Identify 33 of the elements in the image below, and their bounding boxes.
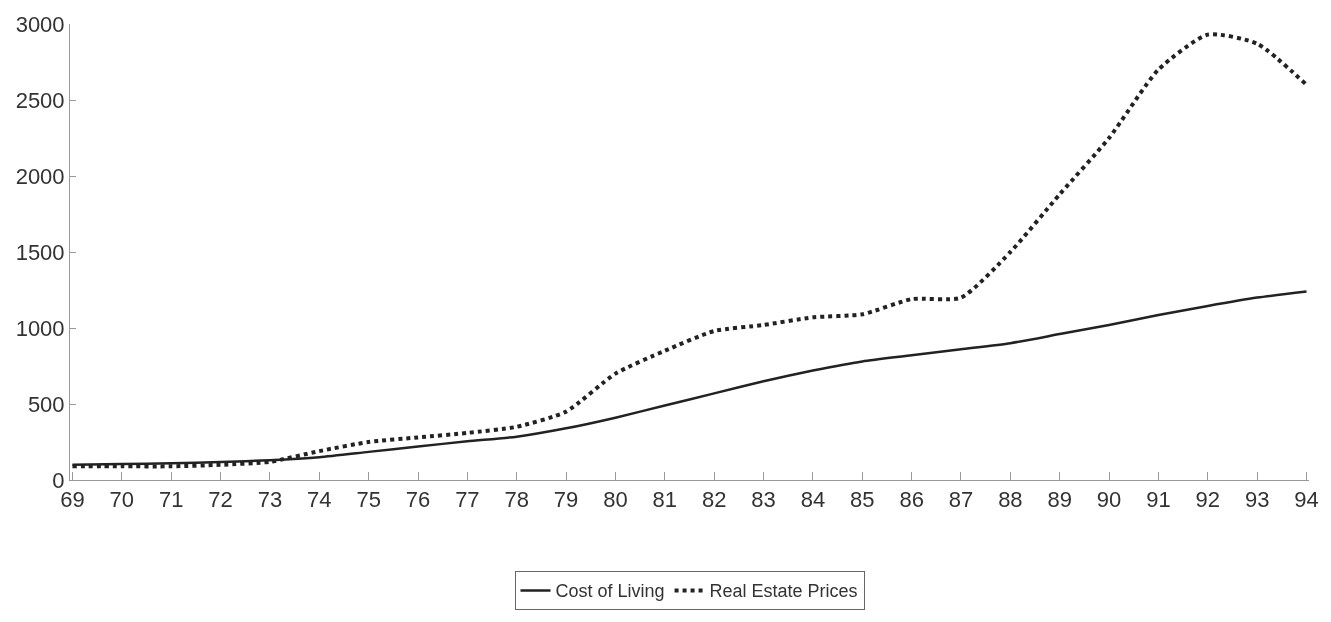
x-tick-label: 94 — [1294, 487, 1319, 513]
legend-label: Cost of Living — [555, 581, 665, 602]
y-tick-label: 2000 — [15, 163, 65, 189]
y-tick-label: 2500 — [15, 87, 65, 113]
legend-label: Real Estate Prices — [709, 581, 858, 602]
x-tick-label: 74 — [307, 487, 332, 513]
x-tick-label: 75 — [356, 487, 381, 513]
x-tick-label: 81 — [652, 487, 678, 513]
x-tick-label: 76 — [405, 487, 431, 513]
x-tick-label: 80 — [603, 487, 628, 513]
x-tick-label: 89 — [1047, 487, 1072, 513]
y-tick-label: 1000 — [15, 315, 65, 341]
x-tick-label: 82 — [701, 487, 727, 513]
x-tick-label: 91 — [1146, 487, 1171, 513]
x-tick-label: 70 — [109, 487, 135, 513]
x-tick-label: 72 — [208, 487, 233, 513]
x-tick-label: 79 — [553, 487, 579, 513]
x-tick-label: 88 — [998, 487, 1023, 513]
y-tick-label: 500 — [27, 391, 65, 417]
x-tick-label: 83 — [751, 487, 776, 513]
y-tick-label: 1500 — [15, 239, 65, 265]
x-tick-label: 92 — [1195, 487, 1221, 513]
x-tick-label: 90 — [1096, 487, 1122, 513]
x-tick-label: 84 — [800, 487, 826, 513]
x-tick-label: 93 — [1244, 487, 1270, 513]
x-tick-label: 78 — [504, 487, 529, 513]
x-tick-label: 86 — [899, 487, 924, 513]
x-tick-label: 87 — [948, 487, 974, 513]
y-tick-label: 3000 — [15, 11, 65, 37]
x-tick-label: 71 — [158, 487, 184, 513]
x-tick-label: 85 — [850, 487, 875, 513]
x-tick-label: 77 — [455, 487, 480, 513]
x-tick-label: 73 — [257, 487, 283, 513]
